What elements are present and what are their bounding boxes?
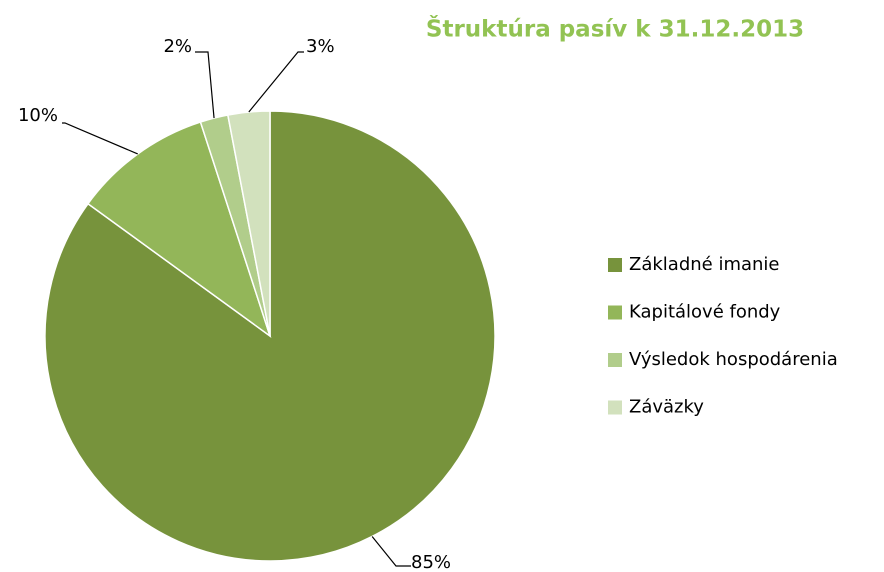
legend-label: Základné imanie: [629, 254, 780, 275]
leader-line: [371, 536, 411, 567]
leader-line: [62, 122, 138, 155]
legend-swatch: [608, 258, 622, 272]
legend-swatch: [608, 400, 622, 415]
data-label: 2%: [163, 36, 192, 57]
data-label: 10%: [18, 105, 58, 126]
leader-line: [195, 51, 215, 119]
legend-swatch: [608, 305, 622, 320]
leader-line: [248, 51, 304, 113]
data-label: 3%: [306, 36, 335, 57]
legend-label: Záväzky: [629, 397, 704, 418]
legend-swatch: [608, 353, 622, 367]
data-label: 85%: [411, 552, 451, 572]
legend-label: Kapitálové fondy: [629, 302, 781, 323]
chart-title: Štruktúra pasív k 31.12.2013: [426, 15, 804, 43]
legend-label: Výsledok hospodárenia: [629, 349, 838, 370]
